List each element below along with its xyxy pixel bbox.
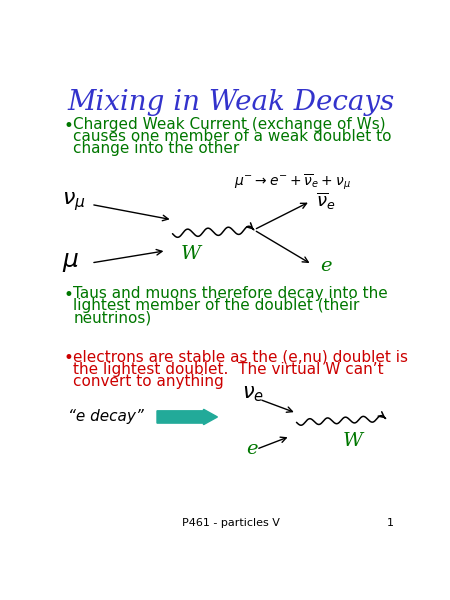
- Text: •: •: [64, 286, 74, 304]
- Text: W: W: [343, 433, 363, 451]
- Text: causes one member of a weak doublet to: causes one member of a weak doublet to: [73, 129, 392, 144]
- Text: $\nu_{\mu}$: $\nu_{\mu}$: [63, 190, 86, 213]
- Text: e: e: [246, 440, 257, 458]
- Text: $\nu_{e}$: $\nu_{e}$: [242, 384, 264, 404]
- Text: electrons are stable as the (e,nu) doublet is: electrons are stable as the (e,nu) doubl…: [73, 349, 408, 364]
- Text: •: •: [64, 116, 74, 134]
- Text: e: e: [320, 257, 331, 275]
- Text: Mixing in Weak Decays: Mixing in Weak Decays: [67, 89, 394, 116]
- Text: $\mu$: $\mu$: [63, 251, 80, 274]
- Text: “e decay”: “e decay”: [68, 409, 144, 424]
- Text: the lightest doublet.  The virtual W can’t: the lightest doublet. The virtual W can’…: [73, 362, 384, 377]
- Text: neutrinos): neutrinos): [73, 311, 152, 326]
- Text: 1: 1: [387, 518, 393, 528]
- Text: $\overline{\nu}_{e}$: $\overline{\nu}_{e}$: [316, 191, 335, 212]
- Text: W: W: [180, 245, 200, 263]
- FancyArrow shape: [157, 409, 217, 425]
- Text: Charged Weak Current (exchange of Ws): Charged Weak Current (exchange of Ws): [73, 116, 386, 131]
- Text: •: •: [64, 349, 74, 367]
- Text: convert to anything: convert to anything: [73, 374, 224, 389]
- Text: change into the other: change into the other: [73, 141, 239, 156]
- Text: Taus and muons therefore decay into the: Taus and muons therefore decay into the: [73, 286, 388, 301]
- Text: $\mu^{-} \rightarrow e^{-} + \overline{\nu}_{e} + \nu_{\mu}$: $\mu^{-} \rightarrow e^{-} + \overline{\…: [234, 172, 351, 192]
- Text: lightest member of the doublet (their: lightest member of the doublet (their: [73, 298, 360, 313]
- Text: P461 - particles V: P461 - particles V: [182, 518, 279, 528]
